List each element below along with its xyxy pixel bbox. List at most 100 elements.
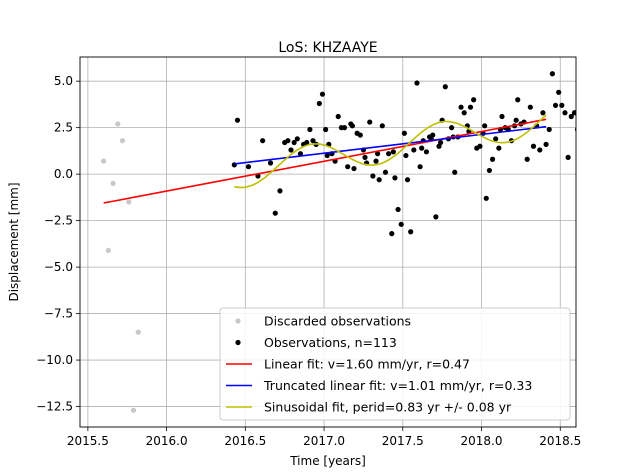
observation-point — [310, 138, 316, 144]
discarded-point — [105, 247, 111, 253]
discarded-point — [119, 138, 126, 144]
plot-area — [101, 71, 576, 413]
observation-point — [546, 126, 552, 133]
observation-point — [559, 102, 565, 108]
discarded-point — [110, 180, 116, 187]
observation-point — [373, 158, 379, 164]
x-tick-label: 2017.0 — [303, 434, 345, 448]
chart-title: LoS: KHZAAYE — [278, 40, 377, 56]
observation-point — [467, 104, 474, 110]
discarded-point — [115, 121, 121, 127]
plot-frame — [79, 56, 577, 428]
observation-point — [568, 113, 574, 120]
observation-point — [493, 136, 499, 142]
observation-point — [335, 113, 341, 120]
observation-point — [362, 154, 368, 161]
observation-point — [471, 97, 477, 103]
discarded-point — [130, 407, 137, 413]
observation-point — [562, 110, 568, 116]
observation-point — [323, 126, 329, 133]
y-tick-label: −2.5 — [44, 214, 73, 228]
legend-label: Observations, n=113 — [264, 335, 397, 350]
discarded-point — [126, 199, 132, 205]
observation-point — [408, 229, 414, 235]
observation-point — [552, 102, 559, 108]
observation-point — [375, 151, 381, 157]
observation-point — [288, 147, 294, 153]
x-tick-label: 2017.5 — [382, 434, 424, 448]
observation-point — [540, 110, 546, 116]
observation-point — [549, 71, 555, 77]
observation-point — [477, 143, 483, 149]
observation-point — [316, 100, 322, 107]
x-tick-label: 2018.5 — [539, 434, 581, 448]
observation-point — [411, 147, 417, 153]
observation-point — [515, 97, 521, 103]
observation-point — [482, 123, 488, 129]
linear-fit-line — [103, 118, 547, 204]
observation-point — [401, 130, 407, 136]
observation-point — [386, 151, 392, 157]
observation-point — [417, 164, 423, 170]
observation-point — [390, 149, 396, 155]
observation-point — [234, 117, 241, 123]
observation-point — [260, 138, 266, 144]
observation-point — [307, 126, 313, 133]
legend-marker — [235, 339, 241, 346]
observation-point — [319, 91, 326, 97]
observation-point — [513, 117, 519, 123]
observation-point — [304, 139, 310, 146]
observation-point — [294, 136, 300, 142]
observation-point — [556, 89, 562, 95]
observation-point — [530, 143, 537, 149]
x-tick-label: 2016.5 — [224, 434, 266, 448]
observation-point — [370, 173, 376, 179]
legend-marker — [235, 318, 241, 324]
legend: Discarded observations Observations, n=11… — [219, 307, 571, 421]
observation-point — [437, 139, 444, 146]
observation-point — [395, 206, 401, 213]
observation-point — [433, 214, 439, 220]
observation-point — [571, 110, 576, 116]
discarded-point — [135, 329, 141, 335]
legend-box — [219, 307, 571, 421]
observation-point — [452, 169, 458, 175]
observation-point — [489, 156, 496, 162]
x-tick-label: 2018.0 — [461, 434, 503, 448]
legend-label: Discarded observations — [264, 314, 411, 329]
observation-point — [267, 160, 274, 166]
observation-point — [367, 119, 373, 125]
legend-label: Linear fit: v=1.60 mm/yr, r=0.47 — [264, 357, 470, 372]
discarded-point — [101, 158, 107, 164]
y-tick-label: 5.0 — [54, 74, 73, 88]
observation-point — [499, 113, 505, 120]
plot-marks — [101, 71, 576, 413]
observation-point — [297, 151, 304, 157]
y-tick-label: −10.0 — [36, 353, 73, 367]
observation-point — [449, 125, 455, 131]
observation-point — [461, 110, 467, 116]
observation-point — [458, 104, 464, 110]
legend-label: Truncated linear fit: v=1.01 mm/yr, r=0.… — [263, 378, 532, 393]
observation-point — [404, 177, 411, 183]
observation-point — [389, 231, 395, 237]
y-tick-label: 2.5 — [54, 121, 73, 135]
observation-point — [376, 177, 382, 183]
observation-point — [345, 164, 351, 170]
observation-point — [245, 164, 252, 170]
observation-point — [324, 152, 330, 159]
observation-point — [382, 169, 389, 175]
observation-point — [537, 147, 543, 153]
observation-point — [379, 123, 385, 129]
observation-point — [414, 80, 420, 86]
observation-point — [398, 221, 404, 227]
observation-point — [392, 175, 398, 181]
y-axis-label: Displacement [mm] — [7, 182, 21, 301]
observation-point — [351, 165, 357, 172]
observation-point — [483, 195, 489, 201]
sinusoidal-fit-line — [234, 114, 547, 189]
observation-point — [341, 125, 348, 131]
x-tick-label: 2016.0 — [146, 434, 188, 448]
x-axis-label: Time [years] — [289, 454, 366, 468]
